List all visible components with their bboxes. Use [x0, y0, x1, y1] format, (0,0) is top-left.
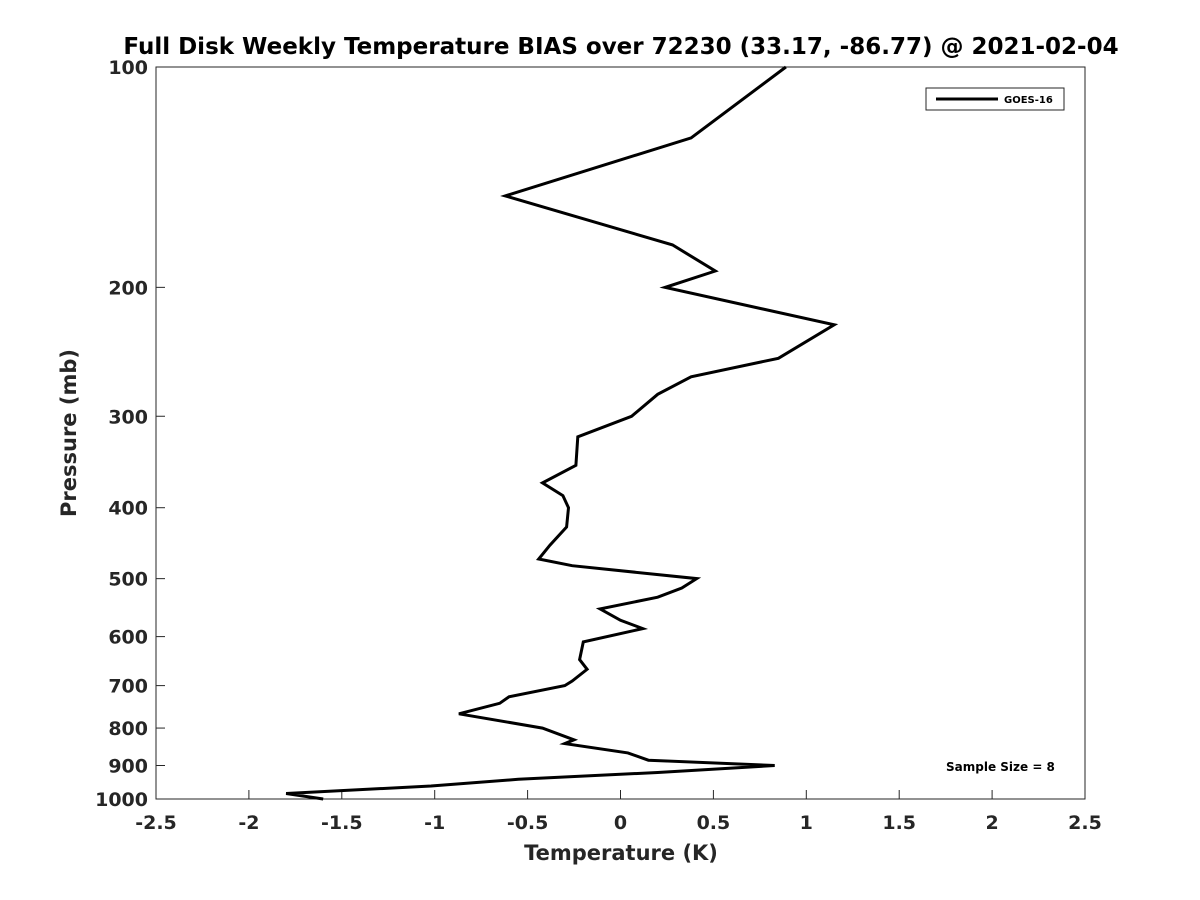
y-tick-label: 900	[108, 756, 148, 778]
x-tick-label: 0	[614, 812, 627, 834]
y-axis-ticks: 100 200 300 400 500 600 700 800 900 1000	[95, 57, 165, 811]
x-tick-label: -2.5	[135, 812, 177, 834]
y-tick-label: 500	[108, 569, 148, 591]
y-tick-label: 700	[108, 676, 148, 698]
series-line-goes16	[285, 65, 839, 801]
y-axis-label: Pressure (mb)	[57, 349, 81, 517]
x-axis-ticks: -2.5 -2 -1.5 -1 -0.5 0 0.5 1 1.5 2 2.5	[135, 790, 1102, 834]
x-tick-label: -1.5	[321, 812, 363, 834]
y-tick-label: 300	[108, 406, 148, 428]
x-tick-label: 0.5	[697, 812, 731, 834]
x-tick-label: 1.5	[882, 812, 916, 834]
chart-title: Full Disk Weekly Temperature BIAS over 7…	[123, 34, 1118, 60]
x-tick-label: -1	[424, 812, 445, 834]
y-tick-label: 400	[108, 498, 148, 520]
plot-area-frame	[155, 66, 1086, 800]
plot-axes	[155, 66, 1086, 800]
x-tick-label: -0.5	[507, 812, 549, 834]
x-tick-label: -2	[238, 812, 259, 834]
sample-size-annotation: Sample Size = 8	[946, 760, 1055, 774]
y-tick-label: 100	[108, 57, 148, 79]
y-tick-label: 600	[108, 627, 148, 649]
y-tick-label: 200	[108, 277, 148, 299]
x-tick-label: 2.5	[1068, 812, 1102, 834]
x-tick-label: 2	[985, 812, 998, 834]
y-tick-label: 1000	[95, 789, 148, 811]
legend: GOES-16	[925, 87, 1065, 111]
legend-entry-goes16: GOES-16	[1004, 95, 1053, 106]
x-axis-label: Temperature (K)	[524, 841, 718, 865]
y-tick-label: 800	[108, 718, 148, 740]
x-tick-label: 1	[800, 812, 813, 834]
